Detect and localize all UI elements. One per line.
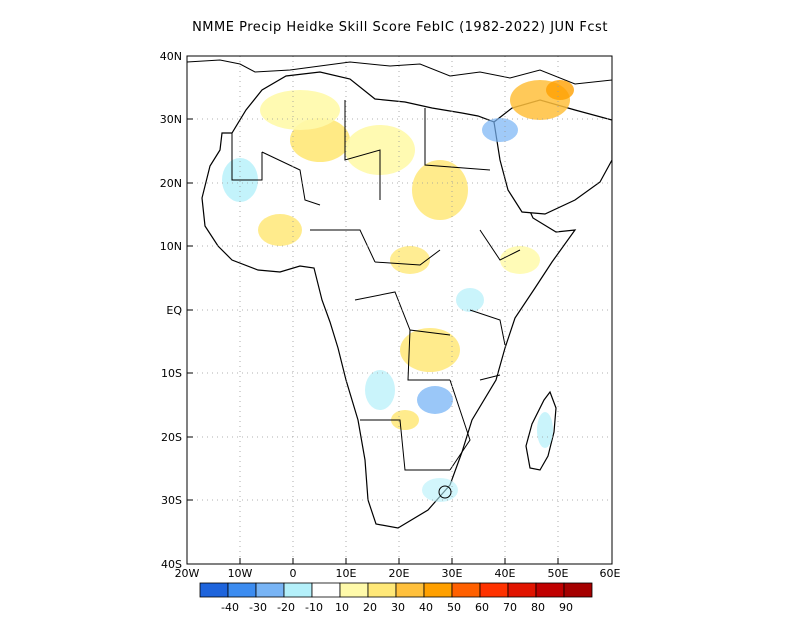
colorbar-swatch: [311, 582, 341, 598]
europe-landmass: [187, 56, 612, 85]
lesotho-border: [438, 485, 452, 499]
colorbar-label: 80: [531, 601, 545, 614]
colorbar-label: -20: [277, 601, 295, 614]
colorbar-label: 60: [475, 601, 489, 614]
colorbar-label: 10: [335, 601, 349, 614]
lon-label-40e: 40E: [495, 567, 516, 580]
map-title: NMME Precip Heidke Skill Score FebIC (19…: [192, 20, 608, 35]
colorbar-label: -30: [249, 601, 267, 614]
lat-label-20n: 20N: [160, 177, 182, 190]
lon-label-50e: 50E: [548, 567, 569, 580]
colorbar-swatch: [563, 582, 593, 598]
colorbar-swatch: [423, 582, 453, 598]
colorbar-swatch: [199, 582, 229, 598]
colorbar: [199, 582, 593, 598]
lon-label-20w: 20W: [175, 567, 200, 580]
colorbar-label: 70: [503, 601, 517, 614]
colorbar-label: 20: [363, 601, 377, 614]
lon-label-10w: 10W: [228, 567, 253, 580]
country-borders: [231, 100, 521, 471]
lat-label-30n: 30N: [160, 113, 182, 126]
colorbar-label: 90: [559, 601, 573, 614]
lon-label-30e: 30E: [442, 567, 463, 580]
lon-label-20e: 20E: [389, 567, 410, 580]
graticule: [187, 56, 612, 564]
lon-label-60e: 60E: [600, 567, 621, 580]
colorbar-swatch: [507, 582, 537, 598]
colorbar-swatch: [283, 582, 313, 598]
lat-label-eq: EQ: [166, 304, 182, 317]
colorbar-swatch: [535, 582, 565, 598]
lon-label-10e: 10E: [336, 567, 357, 580]
lat-label-40s: 40S: [161, 558, 182, 571]
lon-label-0: 0: [290, 567, 297, 580]
axis-ticks: [186, 55, 613, 565]
colorbar-swatch: [367, 582, 397, 598]
colorbar-swatch: [395, 582, 425, 598]
colorbar-label: 30: [391, 601, 405, 614]
colorbar-swatch: [451, 582, 481, 598]
colorbar-label: 50: [447, 601, 461, 614]
lat-label-10s: 10S: [161, 367, 182, 380]
colorbar-swatch: [339, 582, 369, 598]
colorbar-label: -10: [305, 601, 323, 614]
colorbar-label: -40: [221, 601, 239, 614]
colorbar-swatch: [227, 582, 257, 598]
colorbar-swatch: [255, 582, 285, 598]
colorbar-labels: -40 -30 -20 -10 10 20 30 40 50 60 70 80 …: [221, 601, 573, 614]
lat-label-30s: 30S: [161, 494, 182, 507]
africa-landmass: [201, 71, 577, 529]
lat-label-20s: 20S: [161, 431, 182, 444]
lat-label-10n: 10N: [160, 240, 182, 253]
colorbar-swatch: [479, 582, 509, 598]
lat-label-40n: 40N: [160, 50, 182, 63]
colorbar-label: 40: [419, 601, 433, 614]
